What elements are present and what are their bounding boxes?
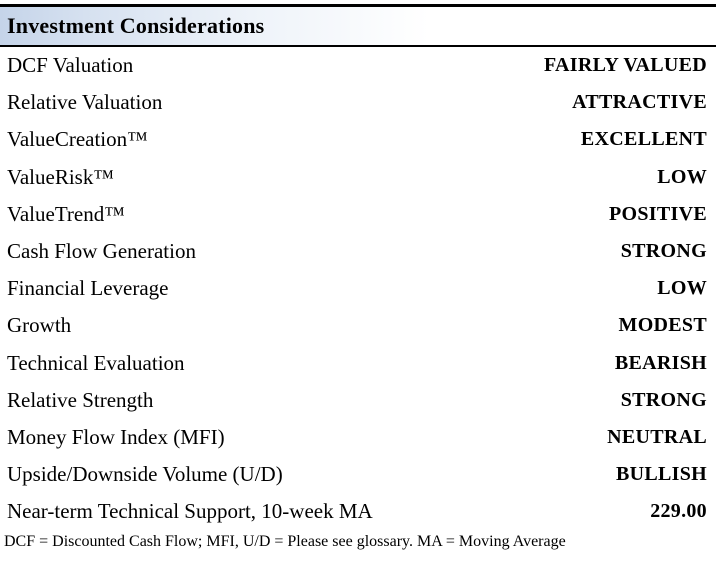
table-row: DCF Valuation FAIRLY VALUED	[0, 47, 716, 84]
table-row: Financial Leverage LOW	[0, 270, 716, 307]
footnote-text: DCF = Discounted Cash Flow; MFI, U/D = P…	[4, 533, 566, 551]
row-value: LOW	[657, 277, 707, 300]
row-label: Upside/Downside Volume (U/D)	[7, 462, 283, 487]
row-label: ValueRisk™	[7, 164, 114, 189]
table-row: Growth MODEST	[0, 307, 716, 344]
row-value: BULLISH	[615, 463, 707, 486]
row-label: ValueCreation™	[7, 127, 148, 152]
table-row: Technical Evaluation BEARISH	[0, 345, 716, 382]
row-label: DCF Valuation	[7, 53, 134, 78]
table-row: ValueCreation™ EXCELLENT	[0, 121, 716, 158]
row-label: Cash Flow Generation	[7, 239, 196, 264]
table-row: Relative Strength STRONG	[0, 382, 716, 419]
row-value: LOW	[657, 165, 707, 188]
table-row: Upside/Downside Volume (U/D) BULLISH	[0, 456, 716, 493]
table-row: Near-term Technical Support, 10-week MA …	[0, 493, 716, 530]
table-row: Money Flow Index (MFI) NEUTRAL	[0, 419, 716, 456]
row-label: Near-term Technical Support, 10-week MA	[7, 499, 373, 524]
row-value: ATTRACTIVE	[572, 91, 707, 114]
row-label: Relative Valuation	[7, 90, 163, 115]
row-label: Relative Strength	[7, 387, 154, 412]
table-row: Relative Valuation ATTRACTIVE	[0, 84, 716, 121]
row-value: NEUTRAL	[607, 425, 707, 448]
table-row: ValueTrend™ POSITIVE	[0, 196, 716, 233]
row-value: BEARISH	[614, 351, 707, 374]
row-label: Financial Leverage	[7, 276, 169, 301]
table-title: Investment Considerations	[7, 13, 265, 38]
row-value: EXCELLENT	[580, 128, 707, 151]
row-value: FAIRLY VALUED	[543, 54, 707, 77]
row-value: STRONG	[620, 240, 707, 263]
top-border-rule	[0, 4, 716, 7]
row-value: STRONG	[620, 388, 707, 411]
row-label: ValueTrend™	[7, 201, 125, 226]
table-body: DCF Valuation FAIRLY VALUED Relative Val…	[0, 47, 716, 530]
table-row: ValueRisk™ LOW	[0, 159, 716, 196]
row-label: Growth	[7, 313, 72, 338]
row-value: MODEST	[618, 314, 707, 337]
table-row: Cash Flow Generation STRONG	[0, 233, 716, 270]
row-value: 229.00	[650, 500, 707, 523]
row-value: POSITIVE	[609, 202, 707, 225]
table-header: Investment Considerations	[0, 7, 716, 47]
row-label: Technical Evaluation	[7, 350, 185, 375]
row-label: Money Flow Index (MFI)	[7, 424, 225, 449]
